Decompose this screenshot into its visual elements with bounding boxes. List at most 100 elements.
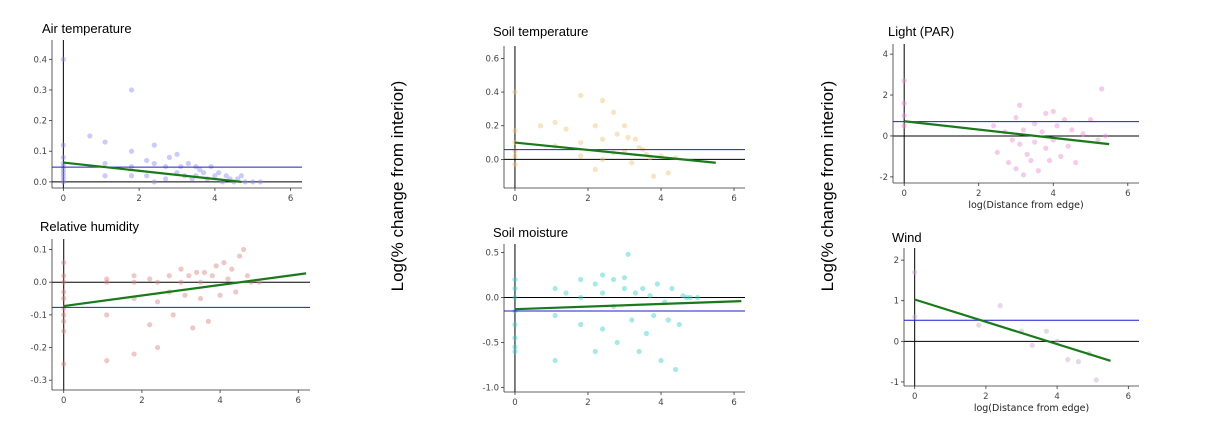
data-point xyxy=(213,263,219,269)
x-tick-label: 2 xyxy=(976,189,981,199)
y-tick-label: -2 xyxy=(880,173,888,183)
data-point xyxy=(212,173,218,179)
x-tick-label: 4 xyxy=(658,398,663,408)
panel-title: Soil moisture xyxy=(493,225,568,240)
y-tick-label: 0.0 xyxy=(485,155,499,165)
data-point xyxy=(592,348,598,355)
data-point xyxy=(629,160,635,166)
data-point xyxy=(651,312,657,319)
panel-title: Light (PAR) xyxy=(888,24,954,39)
data-point xyxy=(190,325,196,331)
data-point xyxy=(687,294,693,301)
data-point xyxy=(1069,127,1075,133)
data-point xyxy=(61,295,67,302)
data-point xyxy=(147,322,153,328)
data-point xyxy=(233,289,239,295)
data-point xyxy=(221,260,227,266)
data-point xyxy=(632,136,639,142)
data-point xyxy=(242,179,248,185)
x-tick-label: 4 xyxy=(658,194,663,204)
chart-panel-4: Soil moisture -1.0 -0.5 0.0 0.5 0 2 4 6 xyxy=(482,225,745,408)
data-point xyxy=(60,142,66,148)
data-point xyxy=(610,109,617,115)
data-point xyxy=(128,87,135,93)
data-point xyxy=(1017,102,1023,108)
data-point xyxy=(901,112,907,119)
data-point xyxy=(901,100,907,106)
data-point xyxy=(1075,359,1082,365)
data-point xyxy=(599,290,606,296)
y-tick-label: 0.0 xyxy=(485,294,499,304)
data-point xyxy=(1035,168,1041,174)
data-point xyxy=(997,303,1003,309)
x-tick-label: 0 xyxy=(61,194,66,204)
regression-line xyxy=(514,300,742,311)
data-point xyxy=(512,344,518,350)
data-point xyxy=(1073,159,1079,166)
x-axis-label: log(Distance from edge) xyxy=(974,403,1089,414)
data-point xyxy=(128,173,135,179)
y-tick-label: 0.6 xyxy=(485,54,499,64)
data-point xyxy=(552,285,558,292)
x-tick-label: 0 xyxy=(901,189,906,199)
y-tick-label: 2 xyxy=(883,91,888,101)
data-point xyxy=(673,366,679,373)
data-point xyxy=(151,160,157,167)
data-point xyxy=(223,173,229,179)
data-point xyxy=(654,281,660,287)
data-point xyxy=(1065,357,1071,363)
data-point xyxy=(676,321,682,328)
data-point xyxy=(178,163,184,170)
y-tick-label: 4 xyxy=(883,50,888,60)
data-point xyxy=(240,246,247,253)
data-point xyxy=(563,290,569,296)
data-point xyxy=(512,321,518,328)
data-point xyxy=(636,145,642,151)
data-point xyxy=(61,273,67,279)
x-tick-label: 2 xyxy=(983,392,988,402)
panel-title: Relative humidity xyxy=(40,219,139,234)
x-tick-label: 0 xyxy=(512,194,517,204)
data-point xyxy=(60,167,66,173)
x-tick-label: 2 xyxy=(585,194,590,204)
data-point xyxy=(144,157,150,164)
y-tick-label: 0.4 xyxy=(485,88,499,98)
data-point xyxy=(1024,151,1030,157)
data-point xyxy=(128,163,135,170)
data-point xyxy=(61,328,67,334)
regression-line xyxy=(63,272,307,308)
data-point xyxy=(976,322,982,328)
data-point xyxy=(102,160,108,167)
data-point xyxy=(1013,166,1019,172)
data-point xyxy=(216,170,222,176)
data-point xyxy=(1095,137,1101,143)
data-point xyxy=(599,136,606,142)
data-point xyxy=(512,285,518,292)
data-point xyxy=(1009,137,1015,143)
data-point xyxy=(60,173,66,179)
data-point xyxy=(512,153,518,159)
regression-line xyxy=(914,298,1111,362)
regression-line xyxy=(904,120,1110,146)
data-point xyxy=(614,131,620,137)
x-axis-label: log(Distance from edge) xyxy=(968,200,1083,211)
data-point xyxy=(163,163,169,170)
data-point xyxy=(578,139,584,146)
y-tick-label: -0.3 xyxy=(30,376,47,386)
data-point xyxy=(186,273,192,279)
data-point xyxy=(552,119,558,125)
data-point xyxy=(599,326,606,332)
data-point xyxy=(1058,153,1064,160)
data-point xyxy=(166,273,172,279)
data-point xyxy=(1102,133,1109,139)
x-tick-label: 2 xyxy=(585,398,590,408)
data-point xyxy=(901,123,907,129)
data-point xyxy=(61,289,67,295)
data-point xyxy=(1013,114,1019,121)
data-point xyxy=(1020,172,1027,178)
data-point xyxy=(578,153,584,159)
data-point xyxy=(658,357,664,364)
panel-title: Soil temperature xyxy=(493,24,588,39)
data-point xyxy=(197,167,203,173)
y-tick-label: 2 xyxy=(894,256,899,266)
